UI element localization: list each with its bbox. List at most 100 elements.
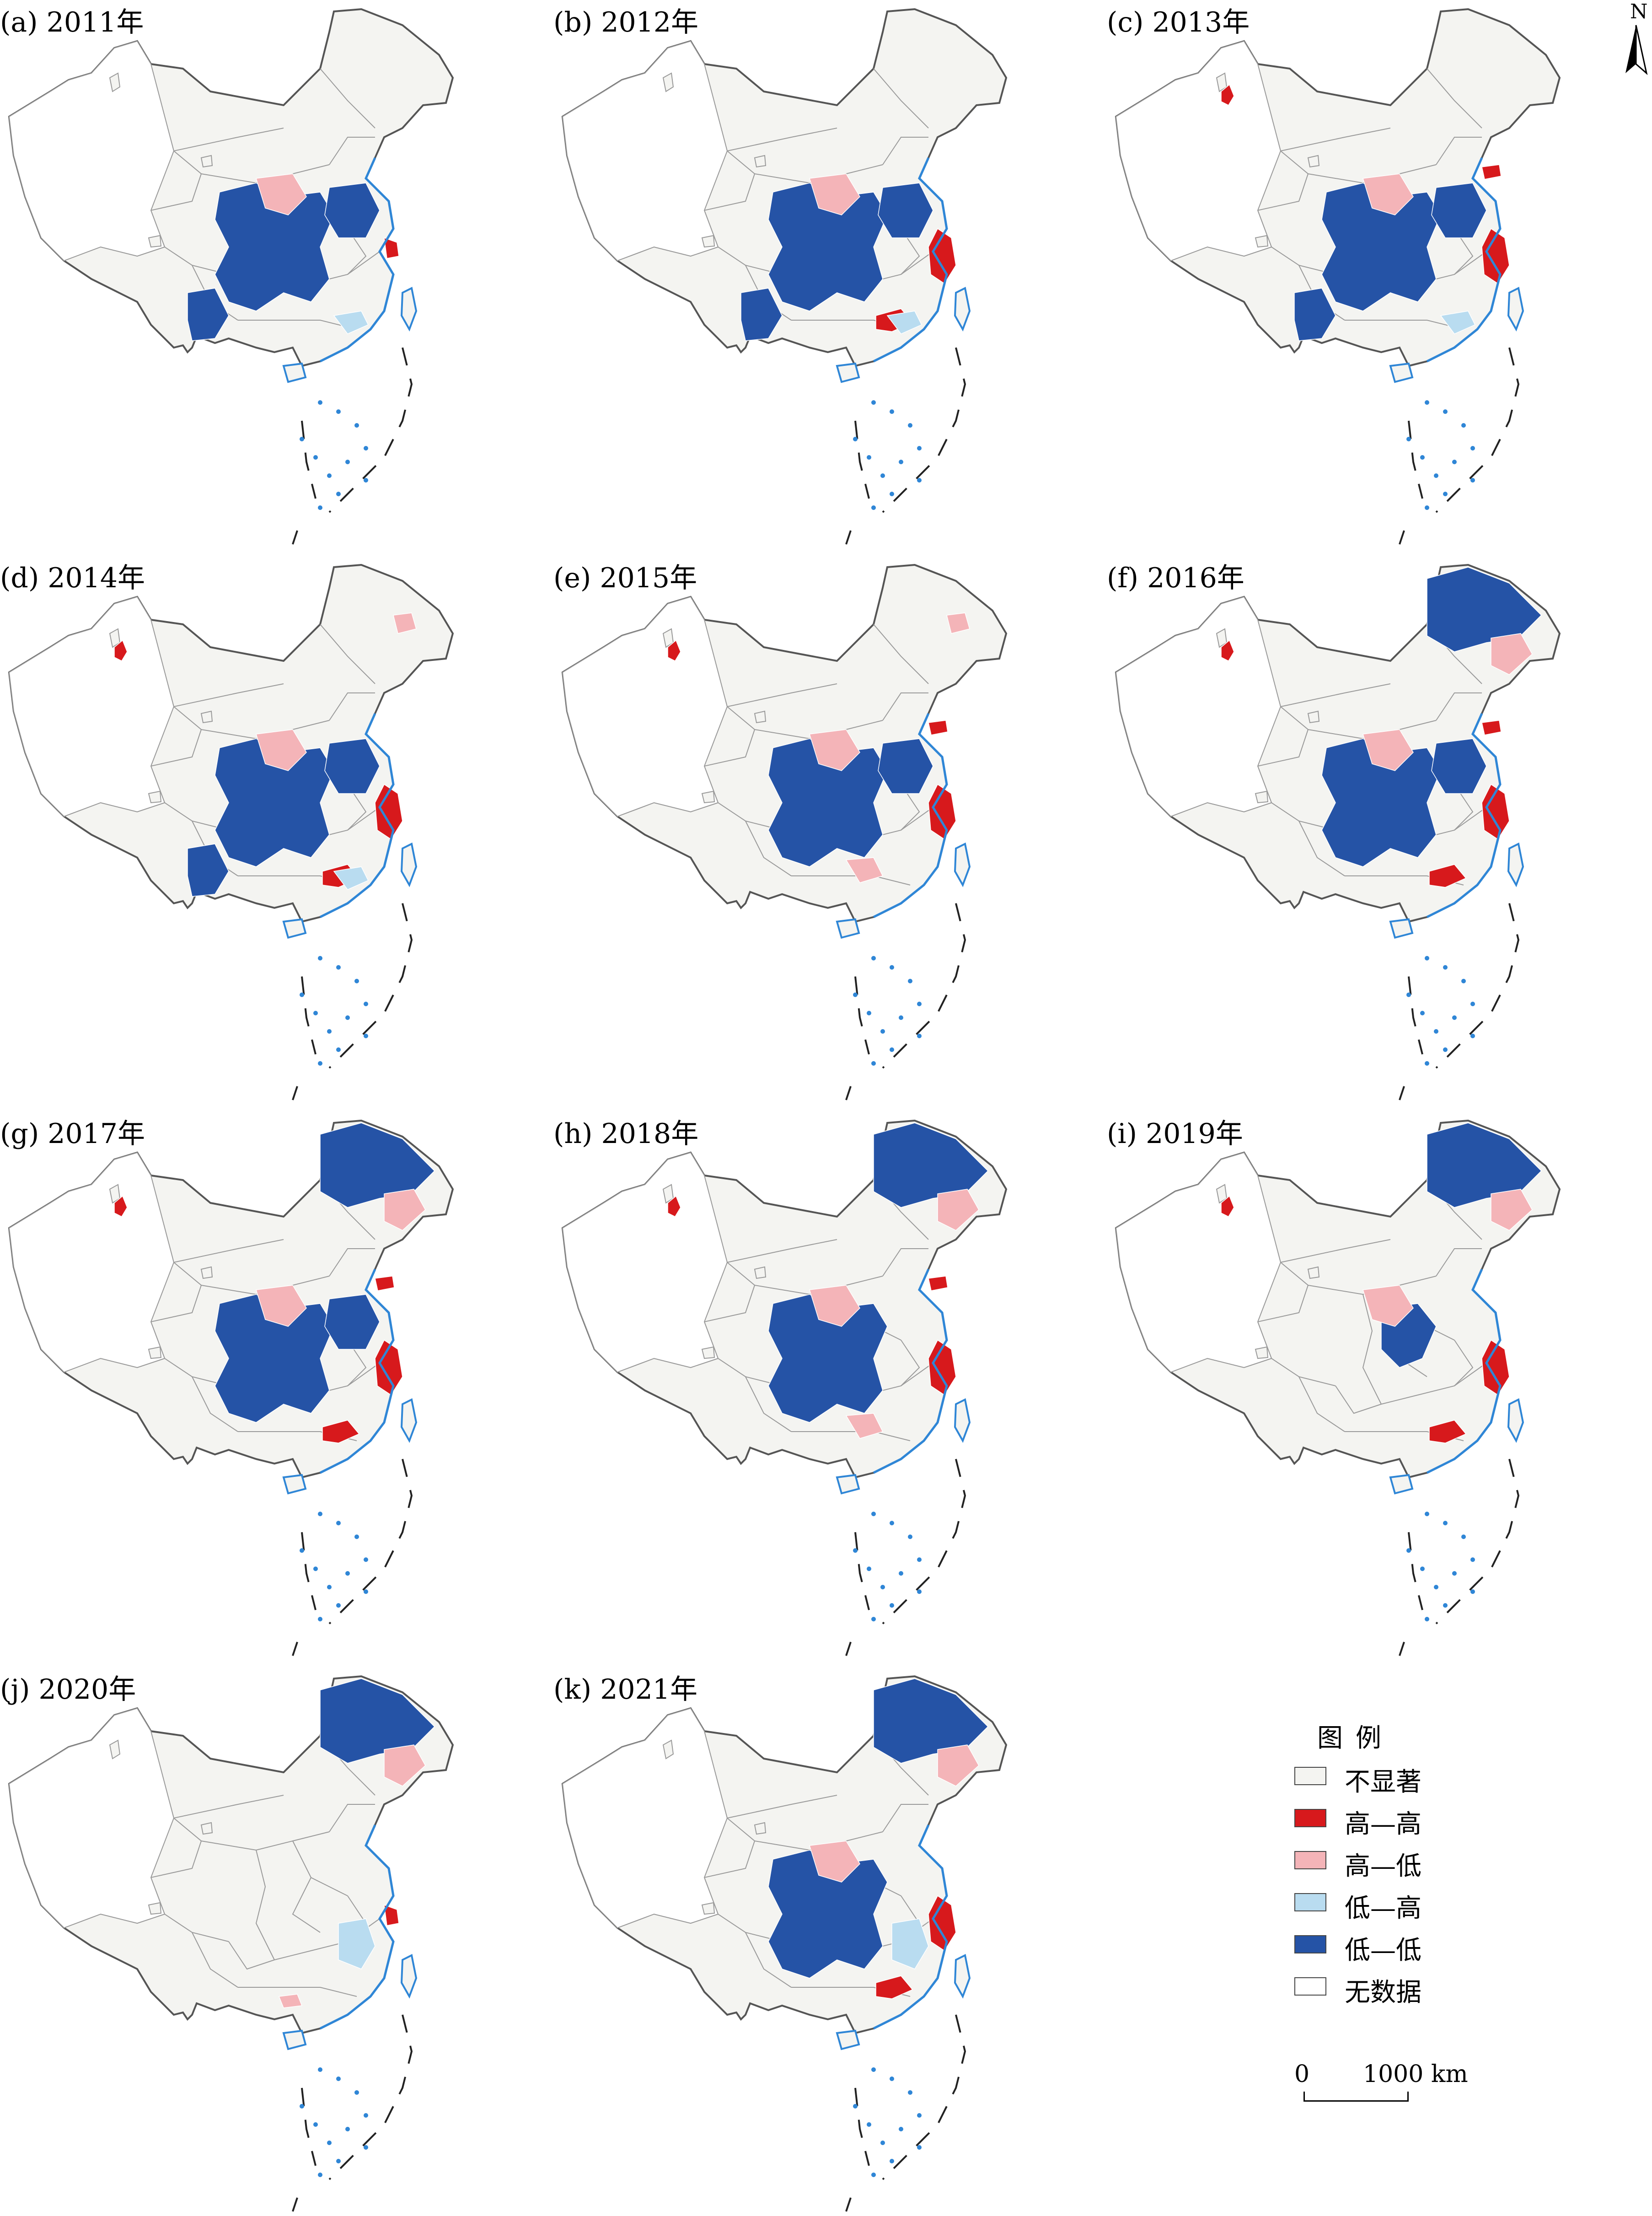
island (917, 2113, 922, 2118)
cluster-hl-northeast (1491, 633, 1533, 675)
cluster-hh-bohai (1481, 164, 1502, 180)
island (867, 1567, 871, 1571)
island (318, 505, 322, 510)
panel-label: (h) 2018年 (553, 1118, 699, 1150)
map-panel: (e) 2015年 (553, 556, 1098, 1105)
province-boundary (727, 128, 837, 151)
island (1420, 1567, 1425, 1571)
island (1420, 455, 1425, 460)
island (336, 1521, 341, 1525)
taiwan (954, 1398, 971, 1443)
island (908, 423, 912, 428)
lake (1255, 235, 1269, 248)
cluster-hh-xinjiang (1221, 1195, 1234, 1217)
cluster-hh-bohai (928, 1276, 948, 1291)
lake (1307, 155, 1320, 168)
province-boundary (745, 1932, 792, 1988)
island (336, 1047, 341, 1052)
lake (148, 1902, 162, 1915)
coastline (873, 1268, 948, 1474)
island (354, 979, 359, 983)
island (853, 1548, 858, 1553)
island (313, 1011, 318, 1015)
island (364, 1034, 368, 1038)
cluster-hl-central (809, 729, 860, 771)
island (890, 2076, 894, 2081)
north-letter: N (1630, 0, 1648, 23)
hainan (282, 918, 307, 939)
island (300, 437, 304, 441)
island (880, 2141, 885, 2145)
island (1434, 1585, 1438, 1589)
island (1443, 409, 1448, 414)
lake (1307, 710, 1320, 724)
island (871, 400, 876, 405)
province-boundary (1280, 683, 1391, 707)
china-map (561, 1119, 1008, 1656)
province-boundary (1345, 320, 1464, 330)
legend-label: 无数据 (1345, 1978, 1421, 2007)
island (1470, 1034, 1475, 1038)
panel-label: (a) 2011年 (0, 6, 144, 38)
cluster-hl-south-small (278, 1994, 303, 2008)
no-data-region (8, 1152, 175, 1373)
island (890, 1603, 894, 1608)
cluster-hh-south (875, 1975, 913, 1999)
lake (1255, 790, 1269, 804)
island (1443, 1521, 1448, 1525)
hainan (282, 362, 307, 383)
province-boundary (238, 320, 357, 330)
province-boundary (329, 1248, 375, 1277)
island (318, 2067, 322, 2072)
nine-dash-line (292, 1459, 413, 1656)
no-data-region (1115, 1152, 1282, 1373)
legend-label: 不显著 (1345, 1767, 1421, 1797)
no-data-region (8, 1707, 175, 1929)
island (313, 455, 318, 460)
province-boundary (745, 821, 792, 876)
taiwan (1507, 842, 1524, 887)
map-panel: (i) 2019年 (1107, 1111, 1651, 1660)
province-boundary (1427, 68, 1482, 129)
island (1470, 446, 1475, 451)
hainan (282, 2029, 307, 2050)
cluster-hl-northeast (937, 1189, 979, 1231)
island (364, 446, 368, 451)
legend-swatch (1294, 1851, 1326, 1869)
province-boundary (873, 68, 929, 129)
cluster-hl-central (256, 729, 307, 771)
cluster-hh-xinjiang (667, 1195, 681, 1217)
island (345, 1015, 350, 1020)
lake (662, 1739, 674, 1760)
province-boundary (320, 624, 375, 684)
province-boundary (882, 137, 928, 165)
island (1443, 1047, 1448, 1052)
island (917, 1557, 922, 1562)
china-map (561, 8, 1008, 545)
island (1425, 400, 1429, 405)
province-boundary (173, 1239, 284, 1263)
cluster-hh-east-small (384, 1904, 399, 1926)
island (1470, 1557, 1475, 1562)
map-panel: (c) 2013年 (1107, 0, 1651, 549)
coastline (1426, 157, 1502, 363)
nine-dash-line (292, 2014, 413, 2212)
island (300, 1548, 304, 1553)
island (354, 2090, 359, 2095)
province-boundary (1298, 1376, 1345, 1432)
china-map (561, 563, 1008, 1100)
province-boundary (228, 1941, 275, 1970)
cluster-ll-central (878, 182, 933, 238)
legend-swatch (1294, 1977, 1326, 1996)
cluster-hh-south (322, 1420, 360, 1443)
island (364, 2145, 368, 2150)
lake (701, 235, 715, 248)
taiwan (954, 842, 971, 887)
island (1452, 1015, 1457, 1020)
hainan (1389, 918, 1414, 939)
coastline (873, 713, 948, 918)
island (318, 1061, 322, 1066)
cluster-hl-central (256, 1285, 307, 1327)
map-panel: (a) 2011年 (0, 0, 544, 549)
island (327, 2141, 332, 2145)
